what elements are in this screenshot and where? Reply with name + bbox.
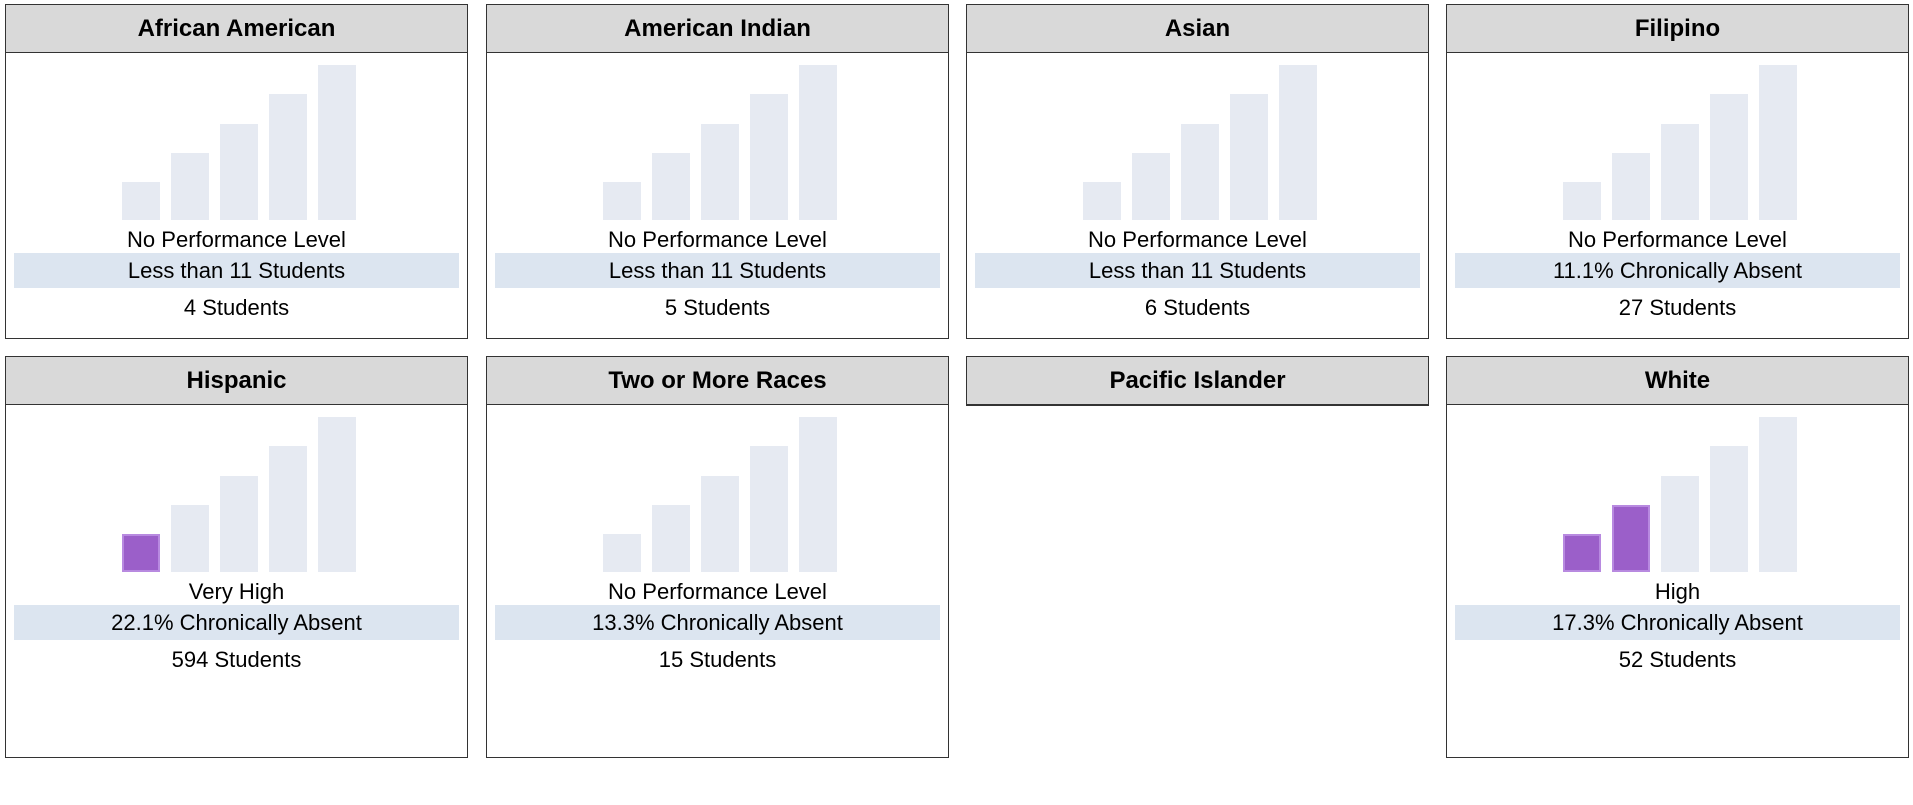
student-count: 15 Students	[658, 647, 777, 672]
card-title: American Indian	[487, 5, 948, 53]
level-bar	[603, 182, 641, 220]
student-count: 6 Students	[1144, 295, 1251, 320]
card-title: Hispanic	[6, 357, 467, 405]
student-count: 52 Students	[1618, 647, 1737, 672]
group-card: Two or More Races No Performance Level 13.…	[486, 356, 949, 758]
level-bar	[171, 505, 209, 572]
card-body: No Performance Level Less than 11 Student…	[967, 53, 1428, 338]
card-title: White	[1447, 357, 1908, 405]
level-bar	[1230, 94, 1268, 220]
level-bar	[1132, 153, 1170, 220]
absence-rate: Less than 11 Students	[975, 253, 1420, 288]
card-body: Very High 22.1% Chronically Absent 594 Stu…	[6, 405, 467, 805]
level-bar	[1710, 94, 1748, 220]
level-bar	[269, 446, 307, 572]
performance-level: No Performance Level	[608, 579, 827, 604]
group-card: African American No Performance Level Less…	[5, 4, 468, 339]
performance-level: Very High	[188, 579, 285, 604]
level-bar	[1279, 65, 1317, 220]
page: {"cards": [ {"title": "African American"…	[5, 4, 1909, 758]
student-count: 27 Students	[1618, 295, 1737, 320]
level-bar	[1612, 505, 1650, 572]
level-bar	[318, 417, 356, 572]
group-card: American Indian No Performance Level Less …	[486, 4, 949, 339]
level-bar	[750, 446, 788, 572]
level-bar	[269, 94, 307, 220]
level-bar	[652, 505, 690, 572]
level-bar	[122, 534, 160, 572]
level-bar	[1563, 182, 1601, 220]
card-body: No Performance Level Less than 11 Student…	[487, 53, 948, 338]
absence-rate: Less than 11 Students	[495, 253, 940, 288]
level-bar	[1083, 182, 1121, 220]
group-card: Filipino No Performance Level 11.1% Chroni…	[1446, 4, 1909, 339]
card-body: No Performance Level 11.1% Chronically Ab…	[1447, 53, 1908, 338]
level-bar	[1710, 446, 1748, 572]
group-card: Asian No Performance Level Less than 11 St…	[966, 4, 1429, 339]
performance-level: No Performance Level	[1088, 227, 1307, 252]
level-bar	[1661, 124, 1699, 220]
student-count: 594 Students	[171, 647, 302, 672]
absence-rate: 13.3% Chronically Absent	[495, 605, 940, 640]
card-title: Asian	[967, 5, 1428, 53]
level-bar	[1563, 534, 1601, 572]
level-bar	[1661, 476, 1699, 572]
level-bar	[750, 94, 788, 220]
group-card: Hispanic Very High 22.1% Chronically Absen…	[5, 356, 468, 758]
card-title: Filipino	[1447, 5, 1908, 53]
card-title: Pacific Islander	[967, 357, 1428, 405]
level-bar	[1181, 124, 1219, 220]
card-body: No Performance Level Less than 11 Student…	[6, 53, 467, 338]
level-bar	[220, 476, 258, 572]
level-bar	[122, 182, 160, 220]
absence-rate: 11.1% Chronically Absent	[1455, 253, 1900, 288]
level-bar	[220, 124, 258, 220]
level-bar	[701, 124, 739, 220]
card-body: High 17.3% Chronically Absent 52 Students	[1447, 405, 1908, 805]
card-title: African American	[6, 5, 467, 53]
student-count: 4 Students	[183, 295, 290, 320]
level-bar	[652, 153, 690, 220]
card-title: Two or More Races	[487, 357, 948, 405]
absence-rate: 17.3% Chronically Absent	[1455, 605, 1900, 640]
level-bar	[603, 534, 641, 572]
performance-level: No Performance Level	[608, 227, 827, 252]
level-bar	[799, 417, 837, 572]
group-card: White High 17.3% Chronically Absent 52 Stud…	[1446, 356, 1909, 758]
absence-rate: 22.1% Chronically Absent	[14, 605, 459, 640]
student-count: 5 Students	[664, 295, 771, 320]
level-bar	[318, 65, 356, 220]
performance-level: No Performance Level	[1568, 227, 1787, 252]
level-bar	[171, 153, 209, 220]
performance-level: High	[1654, 579, 1701, 604]
absence-rate: Less than 11 Students	[14, 253, 459, 288]
group-card: Pacific Islander	[966, 356, 1429, 406]
performance-level: No Performance Level	[127, 227, 346, 252]
level-bar	[799, 65, 837, 220]
level-bar	[1759, 65, 1797, 220]
card-body: No Performance Level 13.3% Chronically Ab…	[487, 405, 948, 805]
level-bar	[1612, 153, 1650, 220]
level-bar	[1759, 417, 1797, 572]
level-bar	[701, 476, 739, 572]
